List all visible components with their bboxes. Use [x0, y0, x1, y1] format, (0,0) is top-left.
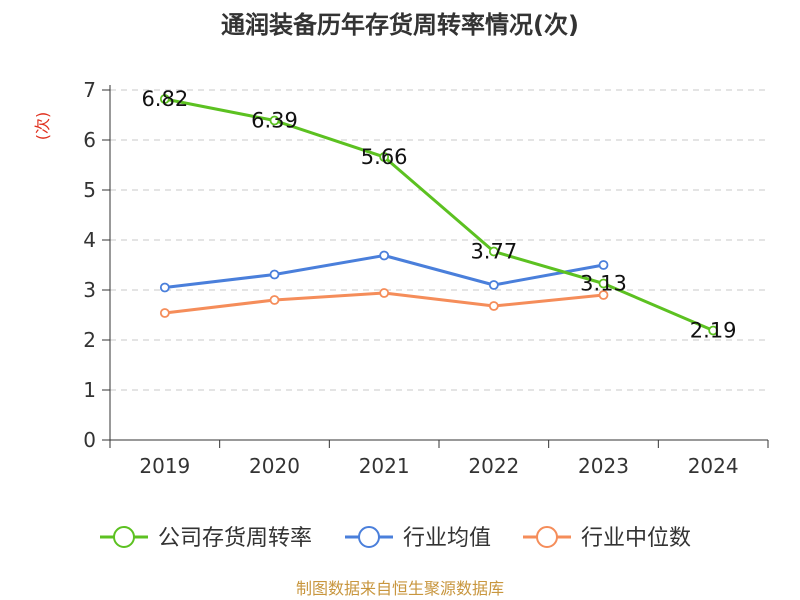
legend-label-3: 行业中位数 — [581, 526, 691, 551]
data-point-s1-2019 — [159, 94, 170, 104]
legend-marker-3 — [536, 526, 558, 548]
y-tick-label-0: 0 — [83, 428, 96, 452]
data-point-s2-2023 — [598, 260, 609, 270]
gridlines — [110, 89, 768, 391]
y-tick-label-4: 4 — [83, 228, 96, 252]
legend-label-2: 行业均值 — [403, 526, 491, 551]
legend-marker-1 — [113, 526, 135, 548]
x-tick-label-2024: 2024 — [688, 454, 739, 478]
y-tick-label-1: 1 — [83, 378, 96, 402]
legend-label-1: 公司存货周转率 — [158, 526, 312, 551]
y-tick-label-5: 5 — [83, 178, 96, 202]
data-label-2023: 3.13 — [580, 272, 627, 296]
axes: 0 1 2 3 4 5 6 7 2019 2020 2021 2022 2023 2024 — [83, 78, 769, 478]
legend-marker-2 — [358, 526, 380, 548]
data-point-s3-2021 — [379, 288, 390, 298]
y-tick-label-2: 2 — [83, 328, 96, 352]
data-point-s2-2022 — [488, 280, 499, 290]
data-labels: 6.82 6.39 5.66 3.77 3.13 2.19 — [141, 87, 736, 343]
legend-item-3: 行业中位数 — [523, 526, 691, 551]
series-line-1 — [164, 97, 714, 332]
legend-item-1: 公司存货周转率 — [100, 526, 312, 551]
series-lines — [159, 94, 719, 336]
data-point-s3-2019 — [159, 308, 170, 318]
data-point-s2-2019 — [159, 282, 170, 293]
series-3 — [159, 288, 609, 318]
data-label-2021: 5.66 — [361, 145, 408, 169]
data-point-s1-2024 — [708, 325, 719, 336]
data-point-s1-2023 — [598, 278, 609, 289]
x-tick-label-2020: 2020 — [249, 454, 300, 478]
x-tick-label-2019: 2019 — [139, 454, 190, 478]
data-point-s2-2020 — [269, 269, 280, 280]
series-2 — [159, 250, 609, 293]
data-point-s1-2020 — [269, 115, 280, 126]
data-label-2020: 6.39 — [251, 109, 298, 133]
y-axis-label: (次) — [33, 112, 52, 141]
y-tick-label-3: 3 — [83, 278, 96, 302]
y-tick-label-6: 6 — [83, 128, 96, 152]
data-point-s3-2023 — [598, 290, 609, 300]
data-point-s1-2021 — [379, 152, 390, 162]
x-tick-label-2021: 2021 — [359, 454, 410, 478]
data-point-s2-2021 — [379, 250, 390, 261]
data-point-s1-2022 — [488, 246, 499, 257]
chart-title: 通润装备历年存货周转率情况(次) — [221, 11, 579, 39]
series-1 — [159, 94, 719, 336]
y-tick-label-7: 7 — [83, 78, 96, 102]
legend: 公司存货周转率 行业均值 行业中位数 — [100, 526, 691, 551]
data-point-s3-2020 — [269, 295, 280, 305]
x-tick-label-2023: 2023 — [578, 454, 629, 478]
x-tick-label-2022: 2022 — [468, 454, 519, 478]
data-label-2024: 2.19 — [690, 319, 737, 343]
legend-item-2: 行业均值 — [345, 526, 491, 551]
data-label-2019: 6.82 — [141, 87, 188, 111]
source-note: 制图数据来自恒生聚源数据库 — [296, 579, 504, 598]
data-label-2022: 3.77 — [470, 240, 517, 264]
data-point-s3-2022 — [488, 301, 499, 311]
